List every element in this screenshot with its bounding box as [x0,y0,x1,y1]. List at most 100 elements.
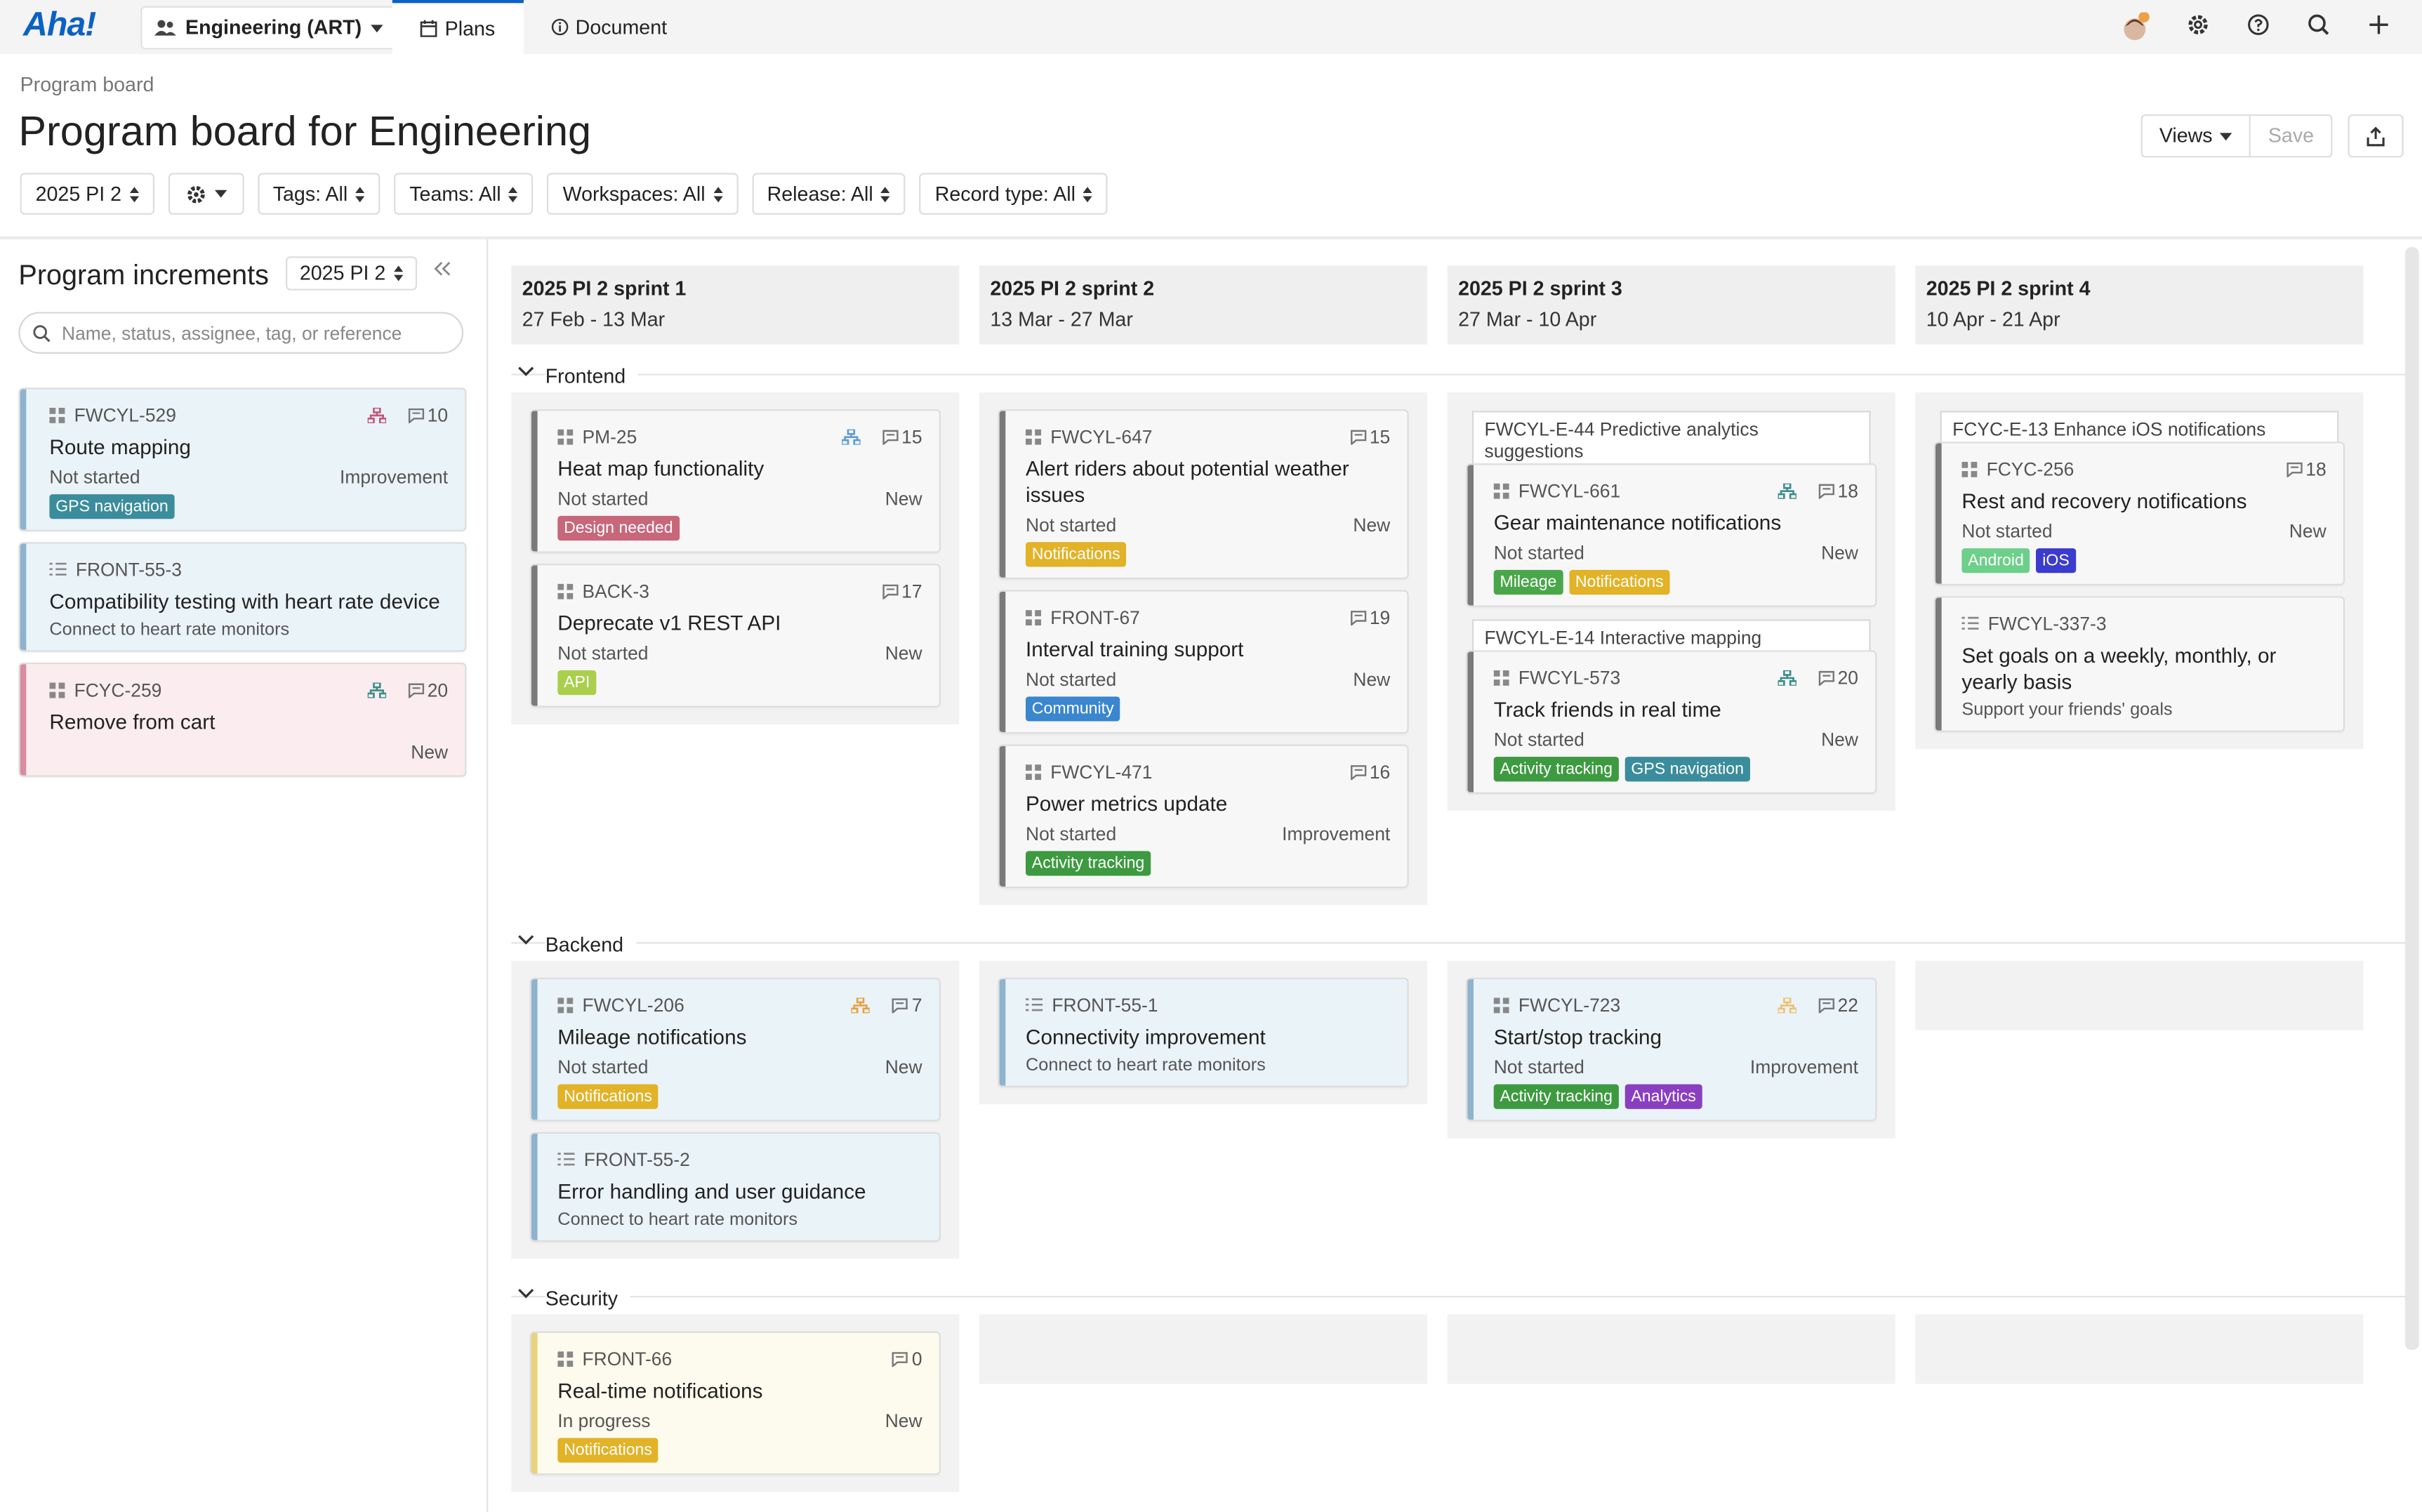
row-label[interactable]: Frontend [511,358,2411,392]
filter[interactable]: 2025 PI 2 [20,173,154,215]
record-card[interactable]: FWCYL-661 18 Gear maintenance notification… [1467,465,1876,606]
record-card[interactable]: FWCYL-529 10 Route mapping Not started Impro… [20,389,465,530]
help-icon[interactable] [2246,13,2270,37]
avatar[interactable] [2119,12,2150,44]
filter[interactable]: Workspaces: All [547,173,738,215]
save-button[interactable]: Save [2251,114,2333,158]
record-card[interactable]: FWCYL-337-3 Set goals on a weekly, monthl… [1935,597,2343,731]
record-ref: FWCYL-647 [1050,425,1153,447]
card-header: FWCYL-723 22 [1493,993,1858,1016]
tag: Notifications [1569,569,1670,595]
feature-icon [1961,460,1978,477]
record-card[interactable]: FRONT-67 19 Interval training support Not s… [999,591,1408,732]
filter-label: Record type: All [934,182,1076,206]
filter[interactable]: Teams: All [394,173,534,215]
record-ref: BACK-3 [582,580,649,602]
record-title: Compatibility testing with heart rate de… [49,590,440,614]
board-cell: FCYC-E-13 Enhance iOS notifications FCYC-… [1915,392,2364,750]
record-card[interactable]: BACK-3 17 Deprecate v1 REST API Not started… [531,565,939,706]
record-status: Not started [557,642,649,665]
card-header: FCYC-259 20 [49,678,448,701]
add-icon[interactable] [2367,13,2391,37]
logo[interactable]: Aha! [23,4,96,44]
row-label[interactable]: Security [511,1280,2411,1314]
comments: 7 [911,993,922,1016]
card-header: FRONT-66 0 [557,1347,922,1370]
dependency-icon [1777,482,1796,498]
tag: GPS navigation [49,494,175,519]
record-card[interactable]: FRONT-66 0 Real-time notifications In progr… [531,1332,939,1474]
sprint-dates: 27 Feb - 13 Mar [522,307,666,331]
card-header: FWCYL-529 10 [49,403,448,426]
search-icon[interactable] [2306,13,2331,37]
nav-tab[interactable]: Document [523,0,695,54]
sidebar-title: Program increments [18,259,269,291]
feature-icon [1493,482,1509,498]
increment-select[interactable]: 2025 PI 2 [286,256,417,291]
search-box[interactable]: Name, status, assignee, tag, or referenc… [18,312,464,354]
record-status: Not started [1493,729,1584,751]
card-header: PM-25 15 [557,425,922,448]
search-icon [33,325,51,343]
record-kind: Improvement [1282,823,1391,845]
feature-icon [557,997,574,1013]
card-header: FWCYL-647 15 [1025,425,1390,448]
filter[interactable]: Tags: All [257,173,380,215]
record-card[interactable]: FRONT-55-3 Compatibility testing with hea… [20,543,465,651]
record-card[interactable]: FCYC-256 18 Rest and recovery notification… [1935,443,2343,584]
tag: Design needed [557,515,680,541]
record-card[interactable]: FWCYL-723 22 Start/stop tracking Not starte… [1467,979,1876,1120]
epic-header[interactable]: FWCYL-E-14 Interactive mapping [1471,619,1871,657]
record-card[interactable]: FWCYL-573 20 Track friends in real time Not… [1467,651,1876,793]
epic-header[interactable]: FWCYL-E-44 Predictive analytics suggesti… [1471,411,1871,470]
record-ref: FWCYL-337-3 [1987,612,2107,635]
tag: Notifications [557,1084,659,1109]
record-kind: New [1353,514,1391,536]
record-card[interactable]: FRONT-55-1 Connectivity improvement Connec… [999,979,1408,1086]
workspace-switcher[interactable]: Engineering (ART) [140,6,401,50]
comment-icon [892,1351,908,1367]
record-title: Mileage notifications [557,1025,747,1049]
record-ref: FCYC-259 [74,679,162,701]
record-card[interactable]: FWCYL-206 7 Mileage notifications Not start… [531,979,939,1120]
record-card[interactable]: FWCYL-647 15 Alert riders about potential … [999,411,1408,578]
record-subtitle: Connect to heart rate monitors [1025,1056,1266,1075]
tag: API [557,670,597,696]
nav-tab[interactable]: Plans [392,0,523,55]
breadcrumb[interactable]: Program board [20,72,154,96]
updown [880,186,890,202]
card-header: BACK-3 17 [557,579,922,602]
top-nav: Aha! Engineering (ART) Plans Document [0,0,2422,55]
tag: Activity tracking [1493,1084,1619,1109]
record-card[interactable]: FWCYL-471 16 Power metrics update Not start… [999,745,1408,887]
views-label: Views [2159,124,2213,147]
record-kind: New [885,1410,922,1432]
tag: GPS navigation [1624,757,1750,782]
record-card[interactable]: FRONT-55-2 Error handling and user guidan… [531,1134,939,1240]
filter[interactable]: Release: All [751,173,906,215]
record-title: Interval training support [1025,637,1244,661]
filter[interactable]: Record type: All [919,173,1109,215]
comment-icon [882,583,898,599]
share-button[interactable] [2348,114,2404,158]
row-cells: FWCYL-206 7 Mileage notifications Not start… [511,960,2411,1259]
row-label[interactable]: Backend [511,927,2411,960]
settings-filter[interactable] [168,173,244,215]
record-kind: Improvement [339,466,449,489]
comments: 15 [901,425,922,447]
collapse-button[interactable] [432,261,451,277]
epic-group: FWCYL-E-44 Predictive analytics suggesti… [1467,411,1876,606]
record-card[interactable]: FCYC-259 20 Remove from cart New [20,664,465,776]
feature-icon [1493,997,1509,1013]
record-ref: FRONT-67 [1050,606,1140,628]
chevron [518,1289,534,1299]
feature-icon [1025,609,1042,625]
comment-icon [408,407,424,423]
views-button[interactable]: Views [2140,114,2251,158]
comments: 20 [1837,666,1858,689]
record-card[interactable]: PM-25 15 Heat map functionality Not started… [531,411,939,552]
epic-header[interactable]: FCYC-E-13 Enhance iOS notifications [1940,411,2339,449]
settings-icon[interactable] [2185,13,2210,37]
row-name: Backend [545,931,636,955]
document-icon [550,18,568,36]
